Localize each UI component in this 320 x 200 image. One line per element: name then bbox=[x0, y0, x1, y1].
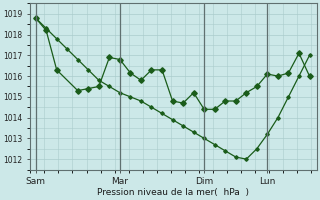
X-axis label: Pression niveau de la mer(  hPa  ): Pression niveau de la mer( hPa ) bbox=[98, 188, 250, 197]
